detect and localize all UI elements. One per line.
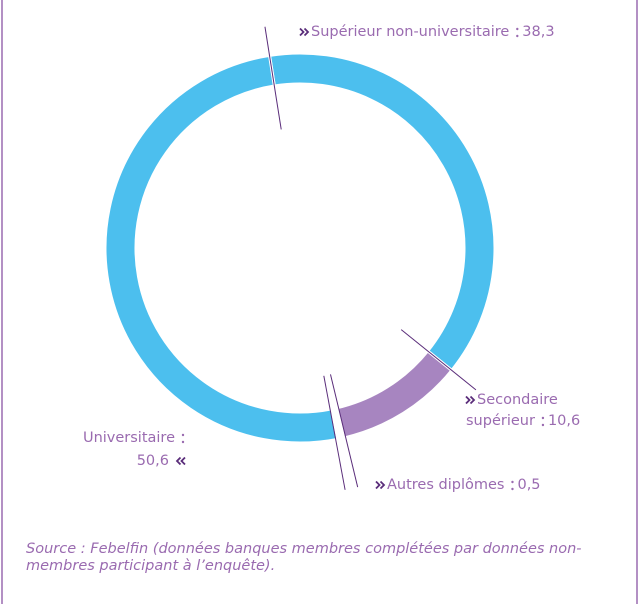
label-colon [516,27,519,31]
leader-line [329,374,359,488]
donut-segment [267,51,497,373]
data-label: supérieur [466,413,535,429]
label-line: 50,6 [137,453,186,469]
leader-line [400,329,477,391]
data-label: 38,3 [522,24,554,40]
label-line: Autres diplômes 0,5 [375,477,541,493]
data-label: 0,5 [517,477,540,493]
leader-line [264,26,282,130]
data-label: Secondaire [477,392,558,408]
label-line: Supérieur non-universitaire 38,3 [299,24,555,40]
data-label: Universitaire [83,430,175,446]
label-chevron [375,480,381,490]
label-chevron [379,480,386,490]
label-line: Secondaire [465,392,558,408]
label-chevron [465,395,471,405]
source-note: Source : Febelfin (données banques membr… [26,541,582,574]
label-colon [181,440,185,444]
leader-line [323,375,346,490]
donut-segment [334,348,454,440]
label-colon [511,487,514,491]
data-label: 50,6 [137,453,169,469]
data-label: Supérieur non-universitaire [311,24,509,40]
label-colon [511,480,514,484]
label-chevron [303,27,310,37]
label-chevron [299,27,305,37]
label-colon [516,34,519,38]
label-colon [541,423,545,427]
data-label: Autres diplômes [387,477,504,493]
label-chevron [180,456,186,466]
donut-segment [103,53,340,445]
label-colon [541,416,545,420]
label-chevron [469,395,476,405]
label-colon [181,433,185,437]
label-line: Universitaire [83,430,185,446]
label-line: supérieur 10,6 [466,413,580,429]
label-chevron [175,456,182,466]
data-label: 10,6 [548,413,580,429]
